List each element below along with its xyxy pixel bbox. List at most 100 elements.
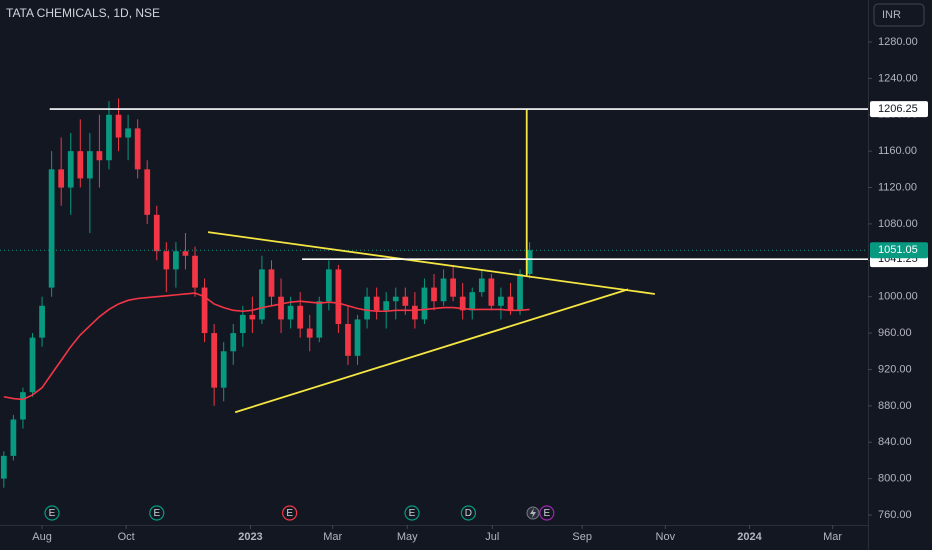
- x-tick-label: Mar: [323, 531, 342, 543]
- x-tick-label: Mar: [823, 531, 842, 543]
- currency-box[interactable]: [873, 3, 925, 27]
- candle-body: [526, 250, 533, 274]
- candle-body: [249, 314, 256, 320]
- candle-body: [239, 314, 246, 334]
- trend-line: [234, 288, 629, 414]
- x-tick-label: Aug: [32, 531, 52, 543]
- x-tick-label: Jul: [485, 531, 499, 543]
- candle-body: [316, 301, 323, 338]
- event-label: D: [465, 508, 472, 519]
- event-marker: [44, 505, 60, 521]
- y-tick-label: 1280.00: [878, 36, 918, 48]
- candle-body: [268, 269, 275, 297]
- x-tick-label: 2023: [238, 531, 262, 543]
- candle-body: [364, 296, 370, 320]
- candle-body: [488, 278, 495, 306]
- event-label: E: [409, 508, 416, 519]
- candle-body: [20, 392, 26, 420]
- y-tick-label: 920.00: [878, 363, 912, 375]
- y-tick-label: 760.00: [878, 509, 912, 521]
- candle-body: [96, 151, 103, 161]
- y-tick-label: 800.00: [878, 473, 912, 485]
- candle-body: [297, 305, 304, 329]
- candle-body: [230, 333, 237, 352]
- x-tick-label: Sep: [572, 531, 592, 543]
- candle-body: [67, 151, 74, 188]
- candle-body: [211, 333, 217, 388]
- candle-body: [0, 455, 7, 479]
- x-tick-label: May: [397, 531, 418, 543]
- candle-body: [144, 169, 151, 215]
- candle-body: [498, 296, 504, 306]
- candle-body: [392, 296, 399, 302]
- candle-body: [201, 287, 208, 334]
- currency[interactable]: INR: [882, 9, 901, 21]
- x-tick-label: Nov: [656, 531, 676, 543]
- y-tick-label: 1120.00: [878, 181, 917, 193]
- candle-body: [192, 255, 198, 288]
- candle-body: [306, 328, 313, 338]
- level-tag-label: 1206.25: [878, 103, 918, 115]
- candle-body: [478, 278, 485, 293]
- event-label: E: [286, 508, 293, 519]
- event-label: E: [49, 508, 56, 519]
- candle-body: [373, 296, 380, 311]
- candle-body: [153, 214, 160, 252]
- candle-body: [134, 128, 141, 170]
- candle-body: [182, 251, 189, 256]
- event-marker: [149, 505, 165, 521]
- candle-body: [220, 351, 227, 388]
- y-tick-label: 1080.00: [878, 218, 918, 230]
- candle-body: [469, 292, 476, 311]
- event-marker: [539, 505, 555, 521]
- candle-body: [58, 169, 65, 188]
- event-marker: [404, 505, 420, 521]
- candle-body: [287, 305, 294, 320]
- candle-body: [335, 269, 342, 324]
- event-marker: [282, 505, 298, 521]
- candle-body: [77, 151, 84, 179]
- candle-body: [440, 278, 447, 302]
- candle-body: [345, 323, 351, 356]
- y-tick-label: 960.00: [878, 327, 912, 339]
- candle-body: [48, 169, 55, 288]
- trend-line: [207, 231, 655, 295]
- candle-body: [29, 337, 36, 393]
- last-price-tag: [870, 242, 928, 259]
- candle-body: [517, 273, 523, 311]
- candle-body: [106, 114, 112, 161]
- moving-average: [3, 292, 530, 401]
- candle-body: [259, 269, 265, 320]
- chart-title: TATA CHEMICALS, 1D, NSE: [6, 6, 160, 20]
- last-price-label: 1051.05: [878, 244, 918, 256]
- level-tag: [870, 101, 928, 118]
- candle-body: [402, 296, 409, 306]
- candle-body: [86, 151, 93, 179]
- candle-body: [115, 114, 122, 138]
- candle-body: [125, 128, 131, 138]
- candle-body: [431, 287, 437, 302]
- candle-body: [383, 301, 390, 311]
- event-label: E: [543, 508, 550, 519]
- candle-body: [354, 319, 361, 356]
- candle-body: [10, 419, 17, 456]
- candle-body: [39, 305, 45, 338]
- x-tick-label: 2024: [737, 531, 762, 543]
- candle-body: [450, 278, 456, 297]
- candle-body: [507, 296, 514, 311]
- candle-body: [459, 296, 466, 311]
- candle-body: [278, 296, 284, 320]
- candle-body: [412, 305, 418, 320]
- candle-body: [173, 251, 179, 270]
- candle-body: [325, 269, 332, 302]
- event-marker: [460, 505, 477, 521]
- y-tick-label: 1240.00: [878, 72, 918, 84]
- alert-icon: [526, 506, 540, 520]
- x-tick-label: Oct: [118, 531, 135, 543]
- candle-body: [421, 287, 428, 320]
- y-tick-label: 840.00: [878, 436, 912, 448]
- y-tick-label: 880.00: [878, 400, 912, 412]
